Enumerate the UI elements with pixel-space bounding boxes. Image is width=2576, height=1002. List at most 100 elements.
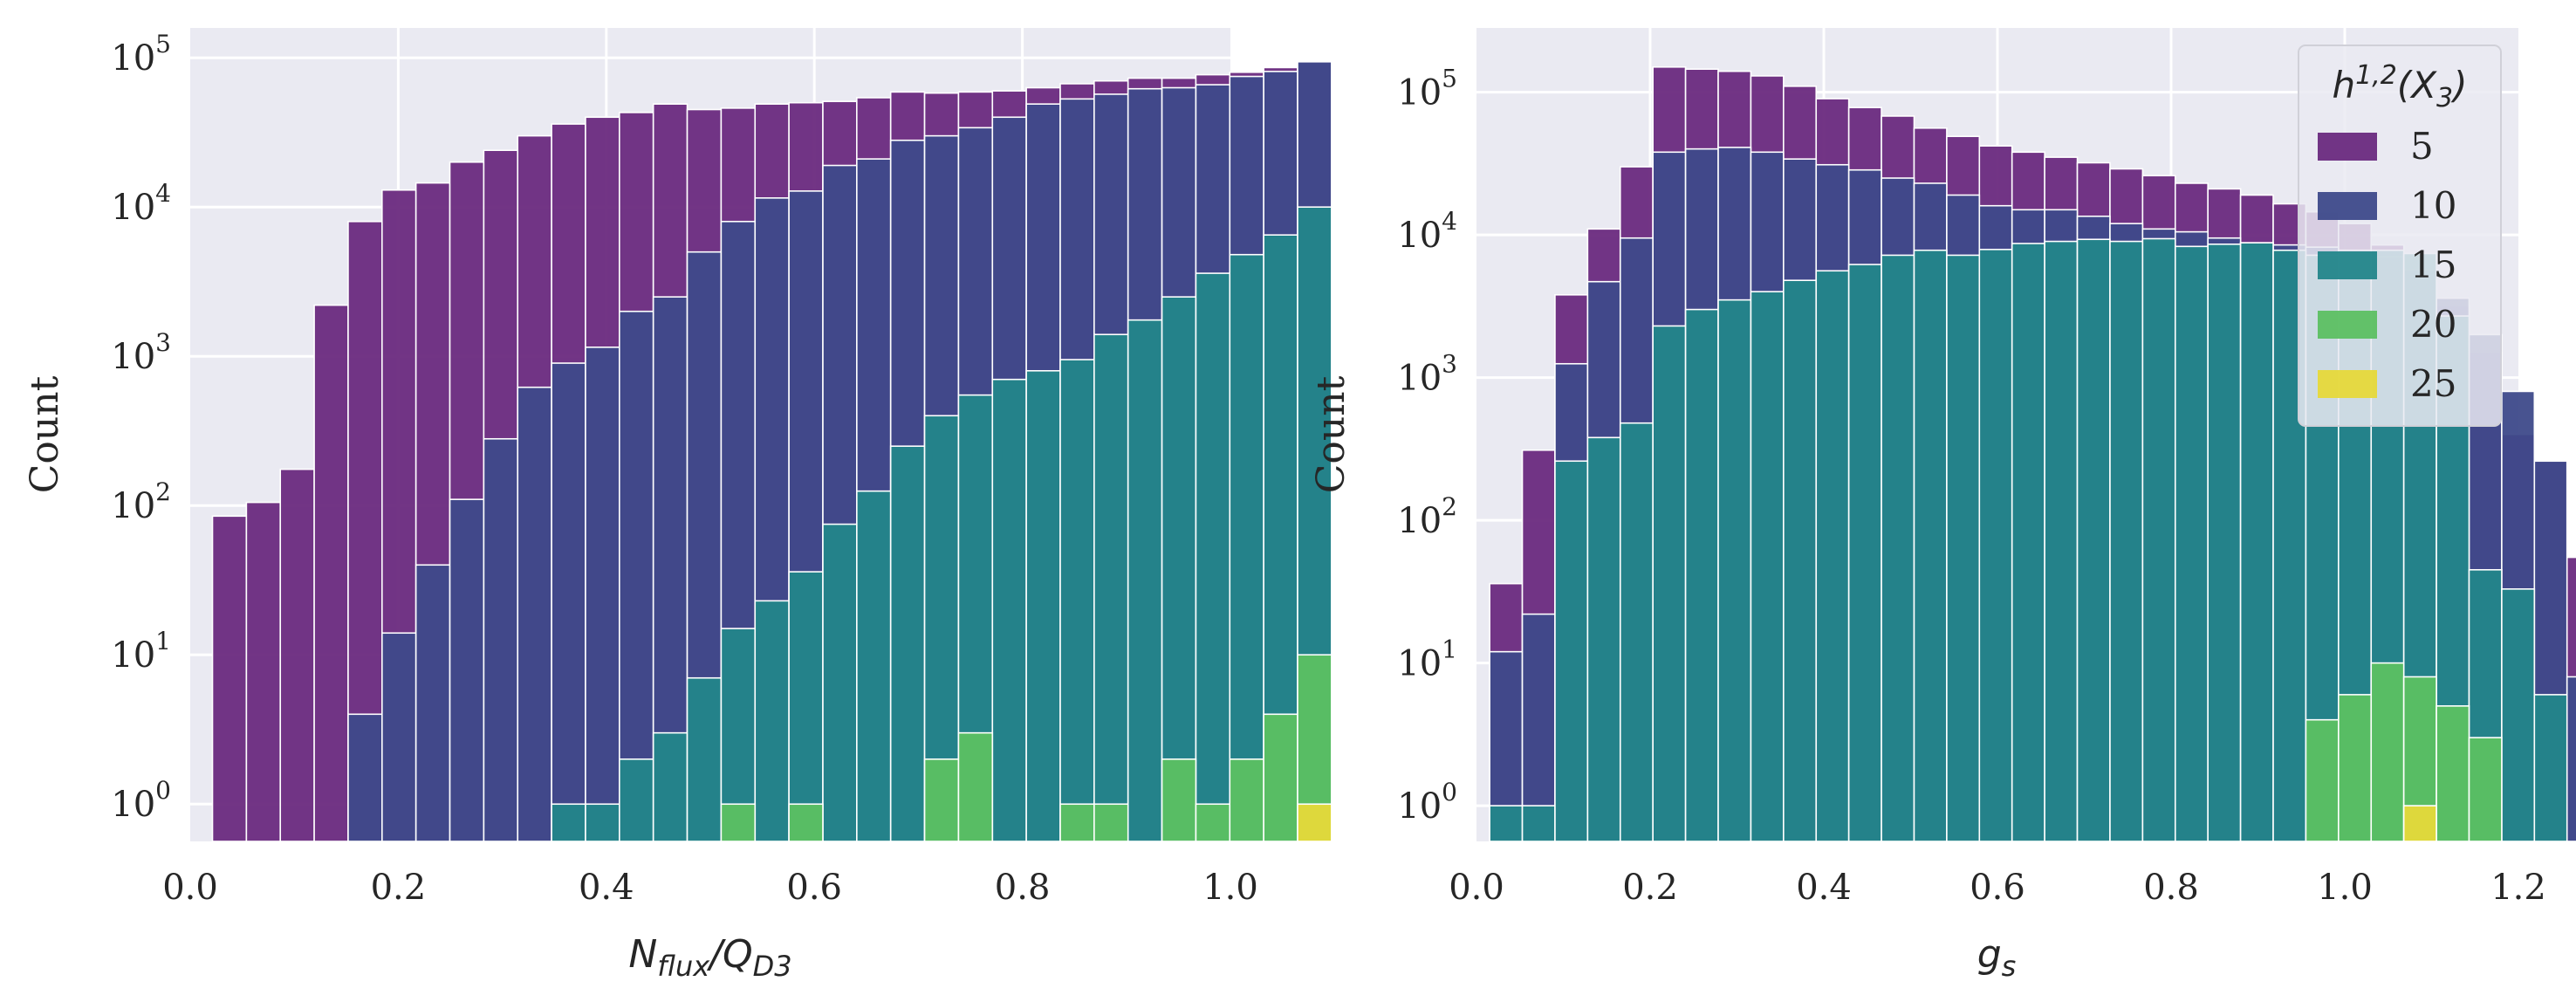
y-tick-label: 103 bbox=[111, 328, 171, 377]
left-x-tick-labels: 0.0 0.2 0.4 0.6 0.8 1.0 bbox=[162, 868, 1258, 908]
left-y-axis-label: Count bbox=[23, 375, 67, 493]
bar-h10 bbox=[449, 498, 485, 842]
y-tick-label: 100 bbox=[111, 776, 171, 825]
x-tick-label: 0.0 bbox=[1449, 868, 1504, 908]
legend-label-25: 25 bbox=[2410, 362, 2456, 405]
legend-swatch-20 bbox=[2318, 311, 2377, 339]
bar-h10 bbox=[517, 386, 552, 842]
bar-h10 bbox=[1521, 613, 1556, 842]
bar-h15 bbox=[551, 803, 586, 842]
bar-h5 bbox=[279, 468, 315, 842]
bar-h5 bbox=[245, 501, 282, 842]
bar-h15 bbox=[754, 600, 790, 842]
bar-h15 bbox=[2011, 243, 2045, 842]
bar-h10 bbox=[2566, 676, 2576, 842]
x-tick-label: 0.6 bbox=[1970, 868, 2025, 908]
bar-h20 bbox=[2338, 694, 2373, 842]
bar-h15 bbox=[1025, 369, 1061, 842]
bar-h15 bbox=[1946, 254, 1981, 842]
bar-h15 bbox=[1586, 436, 1621, 842]
bar-h15 bbox=[1750, 291, 1785, 842]
bar-h20 bbox=[2468, 737, 2503, 842]
legend: h1,2(X3) 5 10 15 20 25 bbox=[2298, 45, 2502, 427]
bar-h15 bbox=[788, 571, 824, 842]
bar-h15 bbox=[991, 378, 1027, 842]
x-tick-label: 1.0 bbox=[1202, 868, 1258, 908]
bar-h15 bbox=[652, 731, 689, 842]
bar-h20 bbox=[1229, 758, 1264, 842]
y-tick-label: 101 bbox=[1397, 635, 1457, 684]
bar-h20 bbox=[923, 758, 960, 842]
bar-h20 bbox=[788, 803, 824, 842]
bar-h15 bbox=[1554, 460, 1589, 842]
bar-h15 bbox=[2207, 243, 2242, 842]
right-bars bbox=[1489, 65, 2576, 842]
y-tick-label: 102 bbox=[111, 477, 171, 526]
bar-h25 bbox=[1297, 803, 1333, 842]
bar-h10 bbox=[414, 564, 451, 842]
bar-h15 bbox=[889, 445, 926, 842]
legend-label-5: 5 bbox=[2410, 125, 2434, 168]
y-tick-label: 105 bbox=[111, 30, 171, 79]
bar-h15 bbox=[1229, 253, 1264, 842]
bar-h25 bbox=[2402, 805, 2437, 842]
x-tick-label: 0.2 bbox=[371, 868, 427, 908]
right-x-tick-labels: 0.0 0.2 0.4 0.6 0.8 1.0 1.2 bbox=[1449, 868, 2546, 908]
right-y-axis-label: Count bbox=[1309, 375, 1353, 493]
bar-h20 bbox=[2370, 662, 2405, 842]
bar-h20 bbox=[1059, 803, 1095, 842]
y-tick-label: 104 bbox=[111, 179, 171, 228]
bar-h20 bbox=[720, 803, 757, 842]
bar-h15 bbox=[822, 523, 858, 842]
bar-h15 bbox=[2109, 240, 2144, 842]
right-y-tick-labels: 100 101 102 103 104 105 bbox=[1397, 65, 1457, 827]
bar-h5 bbox=[211, 515, 248, 842]
bar-h10 bbox=[551, 362, 586, 842]
x-tick-label: 0.4 bbox=[1796, 868, 1852, 908]
bar-h15 bbox=[1684, 308, 1719, 842]
bar-h15 bbox=[1815, 270, 1850, 842]
legend-swatch-15 bbox=[2318, 251, 2377, 279]
x-tick-label: 1.0 bbox=[2317, 868, 2373, 908]
y-tick-label: 104 bbox=[1397, 207, 1457, 256]
bar-h15 bbox=[1717, 299, 1752, 842]
bar-h15 bbox=[1881, 254, 1915, 842]
bar-h15 bbox=[1619, 422, 1654, 842]
bar-h15 bbox=[2239, 242, 2274, 842]
bar-h20 bbox=[2305, 718, 2340, 842]
legend-swatch-25 bbox=[2318, 370, 2377, 398]
left-bars bbox=[211, 60, 1333, 842]
bar-h20 bbox=[1263, 713, 1298, 842]
bar-h15 bbox=[1521, 805, 1556, 842]
bar-h10 bbox=[381, 632, 417, 842]
bar-h15 bbox=[2044, 240, 2079, 842]
bar-h15 bbox=[2501, 588, 2536, 842]
x-tick-label: 0.4 bbox=[579, 868, 634, 908]
bar-h15 bbox=[1783, 279, 1818, 842]
bar-h10 bbox=[619, 310, 654, 842]
bar-h5 bbox=[313, 304, 349, 842]
x-tick-label: 0.6 bbox=[786, 868, 842, 908]
bar-h15 bbox=[1652, 325, 1687, 842]
legend-swatch-10 bbox=[2318, 192, 2377, 220]
bar-h15 bbox=[619, 758, 654, 842]
x-tick-label: 0.8 bbox=[2143, 868, 2199, 908]
left-x-axis-label: Nflux/QD3 bbox=[628, 932, 791, 983]
bar-h15 bbox=[1161, 296, 1197, 842]
legend-label-15: 15 bbox=[2410, 244, 2456, 286]
bar-h10 bbox=[347, 713, 383, 842]
y-tick-label: 102 bbox=[1397, 492, 1457, 541]
bar-h15 bbox=[1093, 333, 1129, 842]
y-tick-label: 101 bbox=[111, 627, 171, 676]
bar-h20 bbox=[1195, 803, 1231, 842]
bar-h15 bbox=[1489, 805, 1524, 842]
y-tick-label: 100 bbox=[1397, 778, 1457, 827]
y-tick-label: 103 bbox=[1397, 350, 1457, 399]
bar-h15 bbox=[1847, 264, 1882, 842]
bar-h20 bbox=[957, 731, 994, 842]
legend-label-10: 10 bbox=[2410, 184, 2456, 227]
y-tick-label: 105 bbox=[1397, 65, 1457, 113]
bar-h20 bbox=[1093, 803, 1129, 842]
bar-h15 bbox=[2076, 238, 2111, 842]
